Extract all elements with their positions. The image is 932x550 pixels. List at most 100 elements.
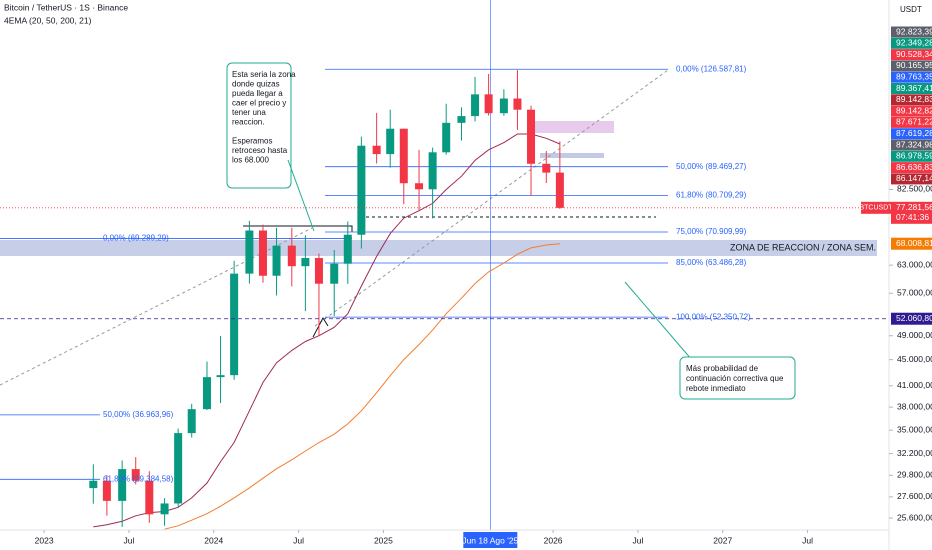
stacked-tag-label: 87.619,28 — [896, 128, 932, 138]
x-tick-label: Jul — [124, 535, 135, 545]
y-tick-label: 27.600,00 — [897, 491, 932, 501]
note-line: retroceso hasta — [232, 146, 288, 155]
stacked-tag-label: 92.823,39 — [896, 26, 932, 36]
y-tick-label: 57.000,00 — [897, 288, 932, 298]
y-tick-label: 49.000,00 — [897, 330, 932, 340]
axis-tag-label: 68.008,81 — [896, 238, 932, 248]
symbol-tag — [861, 201, 891, 214]
candle-body — [399, 128, 408, 184]
note-line: rebote inmediato — [686, 384, 746, 393]
indicator-label: 4EMA (20, 50, 200, 21) — [4, 15, 92, 25]
fib-label: 75,00% (70.909,99) — [676, 227, 747, 236]
stacked-tag — [891, 139, 932, 151]
fib-label: 61,80% (29.384,58) — [103, 474, 174, 483]
y-tick-label: 38.000,00 — [897, 401, 932, 411]
price-label: 77.281,56 — [896, 202, 932, 212]
candle-body — [202, 377, 211, 410]
zone-label: ZONA DE REACCION / ZONA SEM. — [730, 242, 876, 252]
candle-body — [357, 145, 366, 235]
x-tick-label: Jul — [802, 535, 813, 545]
note-line: tener una — [232, 108, 266, 117]
stacked-tag — [891, 128, 932, 140]
candle-body — [187, 409, 196, 434]
note-line: los 68.000 — [232, 156, 269, 165]
stacked-tag — [891, 37, 932, 49]
candle-body — [301, 258, 310, 267]
y-tick-label: 32.200,00 — [897, 448, 932, 458]
stacked-tag-label: 87.671,22 — [896, 117, 932, 127]
y-tick-label: 63.000,00 — [897, 259, 932, 269]
x-tick-label: 2027 — [713, 535, 732, 545]
axis-tag-label: 52.060,80 — [896, 313, 932, 323]
x-tick-label: 2026 — [544, 535, 563, 545]
crosshair-label: Jun 18 Ago '25 — [462, 535, 518, 545]
candle-body — [89, 480, 98, 489]
note-line: caer el precio y — [232, 99, 286, 108]
candle-body — [145, 480, 154, 515]
plot-area — [0, 0, 889, 530]
candle-body — [527, 109, 536, 164]
fib-label: 50,00% (89.469,27) — [676, 162, 747, 171]
note-line: Esperamos — [232, 137, 272, 146]
candle-body — [415, 183, 424, 190]
axis-tag — [891, 312, 932, 325]
x-tick-label: Jul — [632, 535, 643, 545]
note-line: Esta seria la zona — [232, 70, 296, 79]
candle-body — [272, 245, 281, 276]
candle-body — [442, 122, 451, 153]
candle-body — [258, 230, 267, 276]
stacked-tag — [891, 150, 932, 162]
pink-zone — [527, 121, 614, 133]
candle-body — [555, 172, 564, 208]
note-pointer — [624, 281, 693, 361]
candle-body — [230, 273, 239, 376]
blue-zone — [540, 153, 604, 158]
trend-line — [314, 69, 669, 327]
stacked-tag — [891, 94, 932, 106]
stacked-tag — [891, 26, 932, 38]
chart-title: Bitcoin / TetherUS · 1S · Binance — [4, 2, 128, 12]
note-box — [226, 62, 292, 189]
y-tick-label: 35.000,00 — [897, 424, 932, 434]
fib-label: 100,00% (52.350,72) — [676, 312, 751, 321]
price-tag — [891, 201, 932, 224]
stacked-tag-label: 87.324,98 — [896, 139, 932, 149]
stacked-tag-label: 90.165,95 — [896, 60, 932, 70]
candle-body — [484, 94, 493, 114]
x-tick-label: 2024 — [204, 535, 223, 545]
ema-line — [93, 133, 561, 528]
stacked-tag — [891, 162, 932, 174]
stacked-tag-label: 89.142,83 — [896, 94, 932, 104]
y-tick-label: 29.800,00 — [897, 470, 932, 480]
y-tick-label: 82.500,00 — [897, 184, 932, 194]
fib-label: 85,00% (63.486,28) — [676, 258, 747, 267]
trend-line — [0, 227, 313, 386]
candle-body — [343, 234, 352, 264]
note-pointer — [287, 159, 315, 232]
x-tick-label: Jul — [293, 535, 304, 545]
axis-unit: USDT — [900, 5, 922, 14]
fib-label: 0,00% (69.289,29) — [103, 234, 169, 243]
stacked-tag-label: 86.636,83 — [896, 162, 932, 172]
note-line: reaccion. — [232, 118, 264, 127]
stacked-tag — [891, 49, 932, 61]
candle-body — [499, 98, 508, 114]
y-tick-label: 25.600,00 — [897, 512, 932, 522]
x-tick-label: 2025 — [374, 535, 393, 545]
fib-label: 61,80% (80.709,29) — [676, 191, 747, 200]
axis-tag — [891, 237, 932, 250]
stacked-tag-label: 86.978,59 — [896, 151, 932, 161]
stacked-tag-label: 89.367,41 — [896, 83, 932, 93]
candle-body — [457, 116, 466, 123]
candle-body — [513, 98, 522, 110]
candle-body — [330, 263, 339, 284]
candle-body — [160, 503, 169, 515]
ema-line — [164, 243, 560, 530]
stacked-tag — [891, 83, 932, 94]
candle-body — [131, 469, 140, 481]
stacked-tag — [891, 71, 932, 83]
stacked-tag — [891, 173, 932, 185]
fib-label: 50,00% (36.963,96) — [103, 410, 174, 419]
